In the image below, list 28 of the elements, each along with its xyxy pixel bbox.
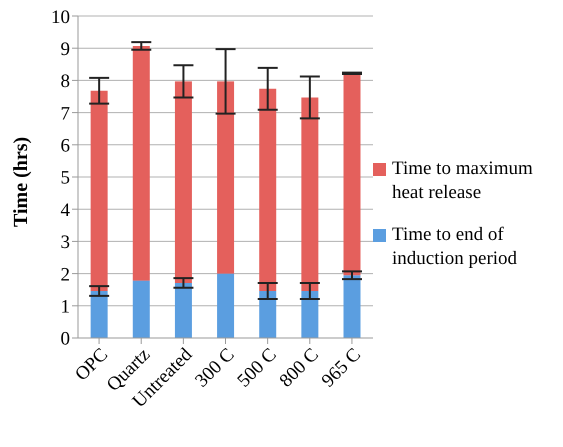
- legend-label: Time to end of induction period: [392, 223, 518, 271]
- legend-label: Time to maximum heat release: [392, 157, 534, 205]
- bar: [344, 73, 360, 276]
- bar: [259, 290, 276, 338]
- bar: [344, 275, 360, 338]
- y-tick-label: 9: [60, 38, 70, 60]
- bar: [90, 90, 108, 291]
- bar: [217, 81, 234, 274]
- y-tick-label: 1: [60, 296, 70, 318]
- y-tick-label: 5: [60, 168, 70, 189]
- bar: [301, 97, 318, 291]
- y-tick-label: 10: [51, 6, 70, 28]
- y-tick-label: 4: [60, 200, 70, 221]
- y-tick-label: 8: [60, 71, 70, 92]
- bar: [217, 274, 234, 338]
- bar: [132, 46, 150, 281]
- y-tick-label: 6: [60, 136, 70, 157]
- bar: [174, 81, 192, 283]
- y-axis-title: Time (hrs): [10, 136, 32, 227]
- bar: [174, 282, 192, 338]
- bar: [301, 290, 318, 338]
- y-tick-label: 0: [60, 328, 70, 350]
- y-tick-label: 7: [60, 103, 70, 124]
- y-tick-label: 2: [60, 264, 70, 286]
- bar: [259, 88, 276, 291]
- y-tick-label: 3: [60, 232, 70, 254]
- bar: [90, 290, 108, 338]
- bar: [132, 280, 150, 338]
